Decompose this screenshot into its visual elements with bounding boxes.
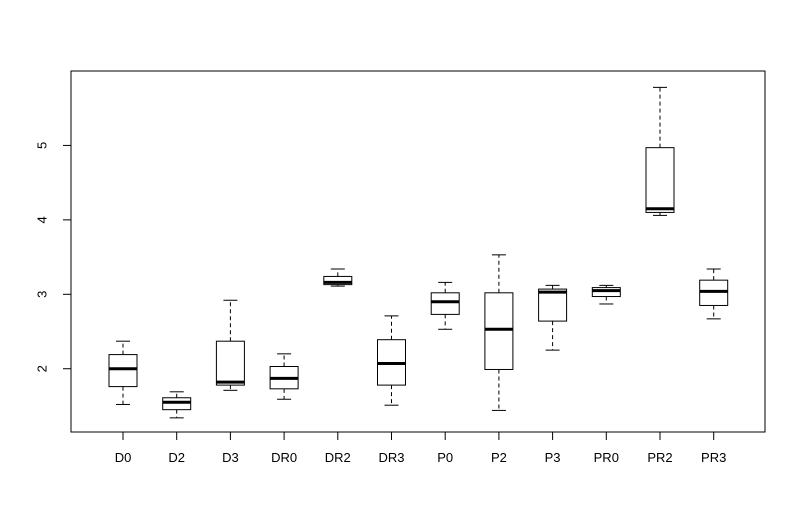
x-tick-label: D3	[222, 450, 239, 465]
x-tick-label: D0	[115, 450, 132, 465]
iqr-box	[323, 275, 353, 286]
y-tick-label: 4	[34, 216, 49, 223]
boxes-group	[108, 86, 729, 419]
x-tick-label: DR0	[271, 450, 297, 465]
box-d0	[108, 340, 138, 405]
box-p3	[538, 284, 568, 351]
box-dr2	[323, 268, 353, 287]
y-tick-label: 5	[34, 142, 49, 149]
iqr-box	[430, 292, 460, 315]
box-pr3	[699, 268, 729, 320]
x-tick-label: PR3	[701, 450, 726, 465]
iqr-box	[538, 288, 568, 322]
x-axis: D0 D2 D3 DR0 DR2 DR3 P0 P2 P3 PR0 PR2 PR3	[115, 431, 726, 465]
x-tick-label: D2	[168, 450, 185, 465]
box-pr2	[645, 86, 675, 216]
x-tick-label: DR2	[325, 450, 351, 465]
x-tick-label: P3	[545, 450, 561, 465]
x-tick-label: P2	[491, 450, 507, 465]
y-axis: 2 3 4 5	[34, 142, 72, 372]
x-tick-label: P0	[437, 450, 453, 465]
iqr-box	[484, 292, 514, 370]
x-tick-label: DR3	[378, 450, 404, 465]
box-d2	[162, 391, 192, 419]
x-tick-label: PR2	[647, 450, 672, 465]
box-p2	[484, 254, 514, 411]
y-tick-label: 2	[34, 365, 49, 372]
iqr-box	[645, 147, 675, 213]
iqr-box	[215, 340, 245, 386]
iqr-box	[108, 354, 138, 388]
box-dr0	[269, 353, 299, 400]
box-dr3	[377, 315, 406, 406]
box-p0	[430, 281, 460, 330]
box-d3	[215, 299, 245, 391]
y-tick-label: 3	[34, 291, 49, 298]
box-pr0	[591, 284, 621, 305]
x-tick-label: PR0	[594, 450, 619, 465]
